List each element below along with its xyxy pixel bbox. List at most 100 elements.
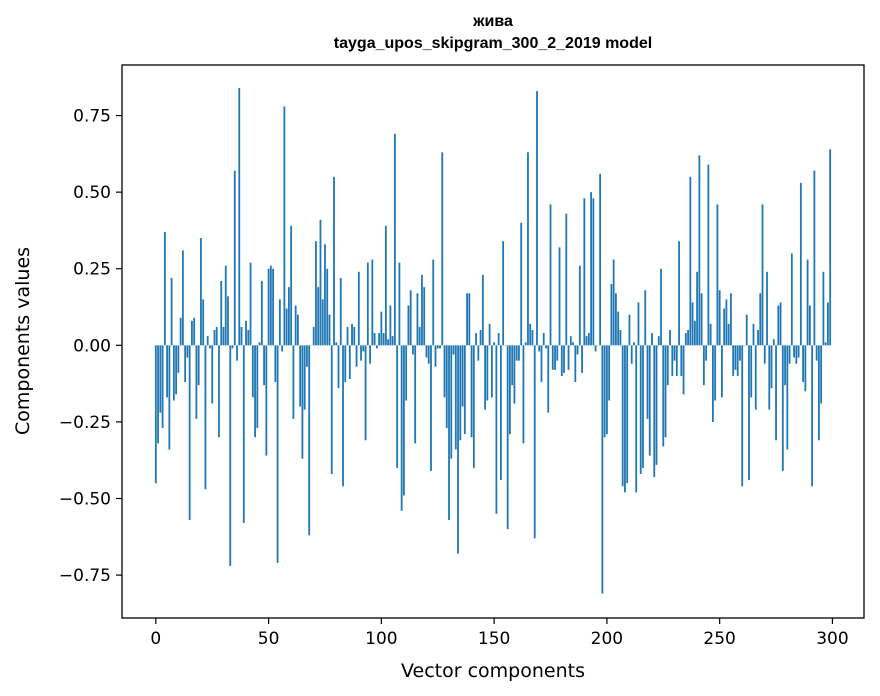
bar-component-60 xyxy=(290,225,293,346)
bar-component-281 xyxy=(788,345,791,364)
bar-component-234 xyxy=(682,345,685,395)
bar-component-36 xyxy=(236,345,238,361)
bar-component-23 xyxy=(206,336,209,346)
bar-component-89 xyxy=(355,345,358,367)
bar-component-203 xyxy=(612,259,615,346)
bar-component-136 xyxy=(461,345,464,407)
bar-component-283 xyxy=(793,345,795,358)
bar-component-225 xyxy=(662,345,665,447)
bar-component-142 xyxy=(475,333,477,346)
bar-component-220 xyxy=(651,333,653,346)
bar-component-122 xyxy=(430,345,432,471)
y-tick-label: 0.50 xyxy=(73,183,111,203)
bar-component-292 xyxy=(813,170,816,346)
bar-component-73 xyxy=(319,219,322,346)
bar-component-0 xyxy=(154,345,157,484)
bars-group xyxy=(154,87,832,594)
bar-component-232 xyxy=(678,241,680,346)
bar-component-298 xyxy=(827,302,829,346)
bar-component-86 xyxy=(348,345,351,380)
bar-component-166 xyxy=(529,323,532,346)
bar-component-247 xyxy=(711,345,714,422)
bar-component-57 xyxy=(283,106,286,346)
y-axis: −0.75 −0.50 −0.25 0.00 0.25 0.50 0.75 xyxy=(59,107,122,586)
chart-title-model: tayga_upos_skipgram_300_2_2019 model xyxy=(333,35,653,52)
bar-component-106 xyxy=(393,133,396,346)
bar-component-194 xyxy=(592,198,595,346)
bar-component-105 xyxy=(391,336,394,346)
bar-component-162 xyxy=(520,222,523,346)
bar-component-209 xyxy=(626,345,629,484)
bar-component-252 xyxy=(723,308,726,346)
bar-component-10 xyxy=(177,345,180,373)
bar-component-80 xyxy=(335,342,338,346)
bar-component-2 xyxy=(159,345,162,413)
bar-component-16 xyxy=(191,320,193,346)
bar-component-123 xyxy=(432,259,435,346)
bar-component-269 xyxy=(761,204,764,346)
bar-component-250 xyxy=(718,290,721,346)
bar-component-272 xyxy=(768,345,771,410)
bar-component-118 xyxy=(421,274,423,346)
bar-component-219 xyxy=(648,345,651,456)
bar-component-156 xyxy=(506,345,509,530)
bar-component-39 xyxy=(242,345,245,524)
bar-component-146 xyxy=(484,345,486,410)
bar-component-19 xyxy=(197,345,200,386)
bar-component-218 xyxy=(646,345,649,419)
bar-component-230 xyxy=(673,345,676,361)
x-tick-label: 150 xyxy=(478,629,510,649)
bar-component-132 xyxy=(452,345,455,355)
bar-component-150 xyxy=(493,342,496,346)
bar-component-181 xyxy=(563,345,565,373)
y-axis-label: Components values xyxy=(12,247,34,435)
bar-component-274 xyxy=(772,339,775,346)
bar-component-119 xyxy=(423,287,426,346)
bar-component-29 xyxy=(220,280,223,346)
bar-component-125 xyxy=(436,345,439,349)
bar-component-223 xyxy=(657,336,660,346)
bar-component-163 xyxy=(522,345,525,444)
bar-component-174 xyxy=(547,345,550,413)
bar-component-201 xyxy=(608,345,611,401)
bar-component-148 xyxy=(488,323,491,346)
bar-component-5 xyxy=(166,345,168,398)
bar-component-143 xyxy=(477,345,480,361)
bar-component-204 xyxy=(615,293,617,346)
bar-component-35 xyxy=(233,170,236,346)
bar-component-14 xyxy=(186,345,189,358)
bar-component-207 xyxy=(621,345,624,487)
bar-component-153 xyxy=(499,345,502,481)
bar-component-67 xyxy=(306,345,308,367)
bar-component-49 xyxy=(265,345,268,456)
bar-component-98 xyxy=(375,345,378,349)
bar-component-63 xyxy=(297,314,299,346)
bar-component-173 xyxy=(545,345,547,349)
bar-component-61 xyxy=(292,345,295,419)
bar-component-114 xyxy=(412,345,414,355)
bar-component-84 xyxy=(344,345,347,383)
bar-component-290 xyxy=(808,305,811,346)
bar-component-195 xyxy=(594,345,597,352)
x-tick-label: 300 xyxy=(816,629,848,649)
bar-component-99 xyxy=(378,333,380,346)
bar-component-120 xyxy=(425,345,428,358)
bar-component-259 xyxy=(739,345,741,361)
bar-component-263 xyxy=(748,345,750,481)
bar-component-271 xyxy=(766,271,768,346)
bar-component-224 xyxy=(660,268,662,346)
bar-component-76 xyxy=(326,268,329,346)
bar-component-47 xyxy=(260,280,263,346)
bar-component-179 xyxy=(558,247,561,346)
bar-component-133 xyxy=(454,345,457,450)
bar-component-101 xyxy=(382,333,385,346)
bar-component-139 xyxy=(468,293,471,346)
bar-component-103 xyxy=(387,339,390,346)
bar-component-180 xyxy=(560,345,563,376)
bar-component-273 xyxy=(770,345,773,389)
bar-component-87 xyxy=(351,323,353,346)
bar-component-228 xyxy=(669,330,671,346)
bar-component-75 xyxy=(324,244,326,346)
bar-component-202 xyxy=(610,284,613,346)
